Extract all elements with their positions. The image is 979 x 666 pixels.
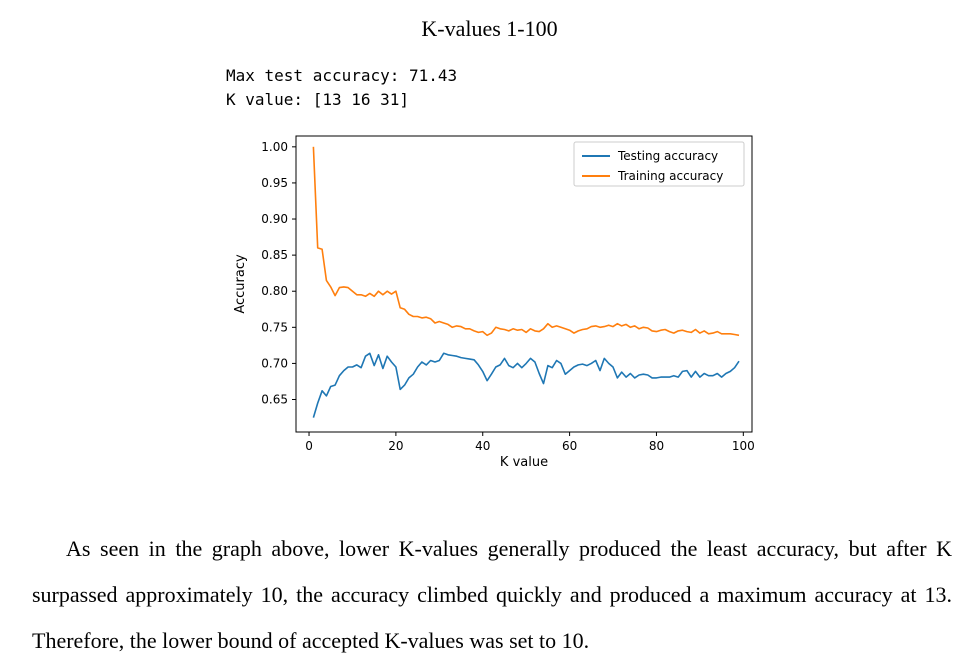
x-tick-label: 80 [649, 439, 664, 453]
x-tick-label: 0 [305, 439, 313, 453]
y-tick-label: 1.00 [261, 140, 288, 154]
series-line-training [312, 146, 740, 337]
x-tick-label: 100 [732, 439, 755, 453]
y-tick-label: 0.90 [261, 212, 288, 226]
paragraph-text: As seen in the graph above, lower K-valu… [32, 536, 952, 653]
x-tick-label: 60 [562, 439, 577, 453]
legend-label: Testing accuracy [617, 149, 718, 163]
figure-caption: K-values 1-100 [421, 16, 558, 41]
x-tick-label: 40 [475, 439, 490, 453]
y-axis-label: Accuracy [233, 254, 248, 314]
x-axis-label: K value [500, 455, 548, 470]
y-tick-label: 0.75 [261, 320, 288, 334]
output-line-k-value: K value: [13 16 31] [226, 90, 410, 109]
y-tick-label: 0.70 [261, 356, 288, 370]
accuracy-line-chart: 0.65 0.70 0.75 0.80 0.85 0.90 0.95 1.00 0 20 40 60 8… [233, 135, 755, 470]
series-line-testing [312, 352, 740, 418]
body-paragraph: As seen in the graph above, lower K-valu… [32, 526, 952, 664]
console-output: Max test accuracy: 71.43 K value: [13 16 … [226, 64, 457, 112]
output-line-max-accuracy: Max test accuracy: 71.43 [226, 66, 458, 85]
x-tick-label: 20 [388, 439, 403, 453]
y-tick-label: 0.95 [261, 176, 288, 190]
y-tick-label: 0.80 [261, 284, 288, 298]
legend-label: Training accuracy [617, 169, 723, 183]
legend-box [573, 141, 745, 187]
y-tick-label: 0.65 [261, 393, 288, 407]
y-tick-label: 0.85 [261, 248, 288, 262]
